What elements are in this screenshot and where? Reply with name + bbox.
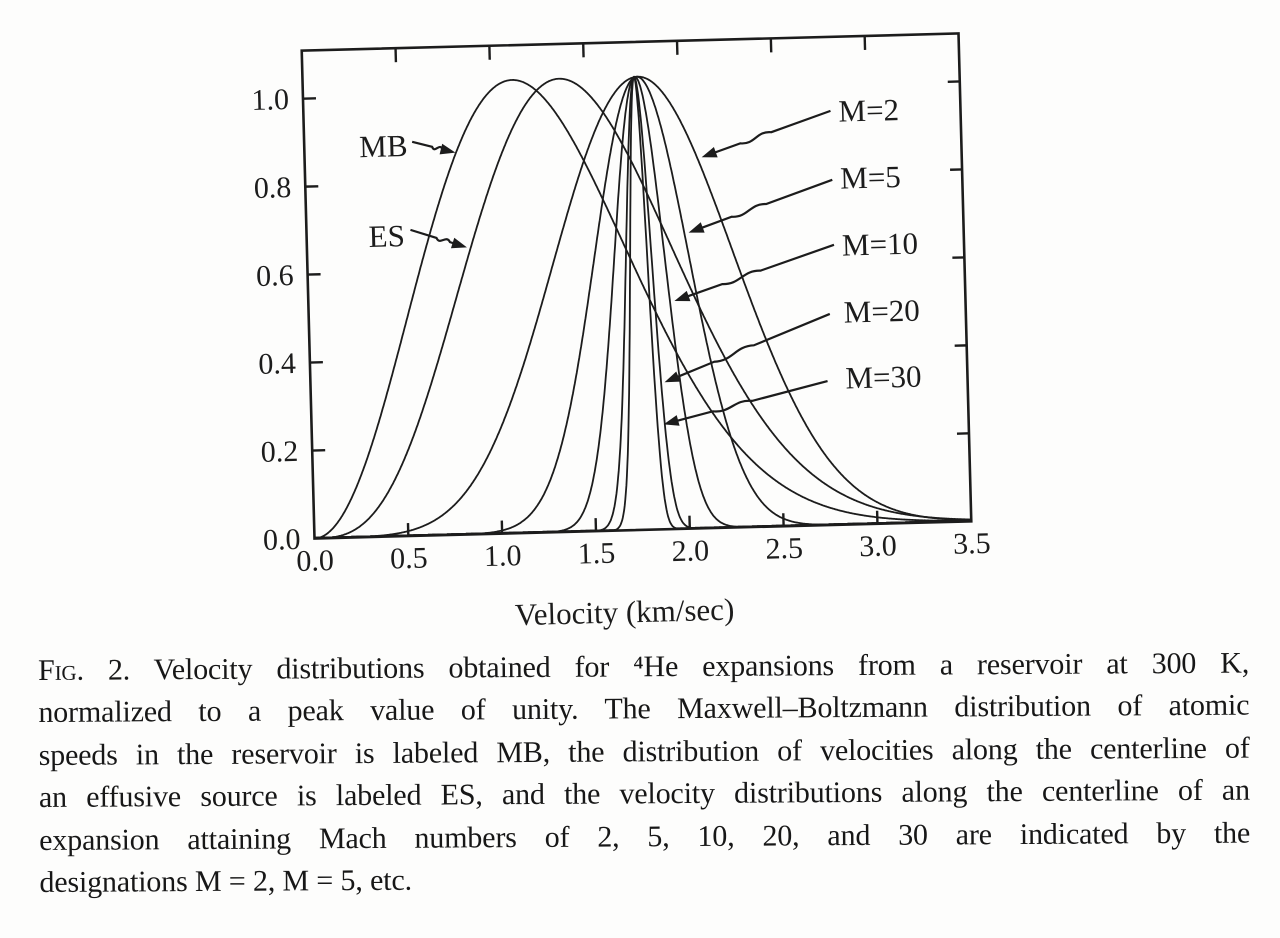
leader-arrow-ES xyxy=(410,228,458,246)
figure-caption: Fig. 2. Velocity distributions obtained … xyxy=(38,643,1251,905)
x-tick-label: 1.0 xyxy=(484,539,522,573)
y-tick-label: 0.4 xyxy=(258,347,296,381)
curve-label-M=10: M=10 xyxy=(842,226,919,263)
leader-arrow-M=10 xyxy=(683,243,835,299)
y-tick-label: 0.2 xyxy=(260,435,298,469)
leader-arrow-M=30 xyxy=(672,379,828,423)
figure-number: Fig. 2. xyxy=(38,653,131,687)
distribution-curves xyxy=(313,75,973,539)
x-axis-title: Velocity (km/sec) xyxy=(514,592,734,633)
curve-label-MB: MB xyxy=(359,128,408,164)
curve-label-ES: ES xyxy=(368,218,405,254)
caption-line-3: speeds in the reservoir is labeled MB, t… xyxy=(38,731,1250,772)
caption-line-4: an effusive source is labeled ES, and th… xyxy=(38,773,1250,815)
arrowhead-M=30 xyxy=(663,415,680,426)
x-tick-label: 3.5 xyxy=(953,527,991,561)
curve-M=2 xyxy=(313,75,973,539)
curve-annotations: MB ES M=2 M=5 M=10 M=20 M=30 xyxy=(359,92,922,426)
y-tick-label: 0.8 xyxy=(253,171,291,205)
arrowhead-M=20 xyxy=(664,371,681,383)
curve-label-M=30: M=30 xyxy=(845,359,922,396)
arrowhead-M=2 xyxy=(701,147,718,158)
leader-arrow-MB xyxy=(411,140,447,152)
x-tick-label: 2.5 xyxy=(765,532,803,566)
caption-line-5: expansion attaining Mach numbers of 2, 5… xyxy=(39,816,1251,857)
caption-line-6: designations M = 2, M = 5, etc. xyxy=(39,863,413,900)
arrowhead-M=10 xyxy=(674,290,691,302)
curve-MB xyxy=(313,79,973,539)
curve-ES xyxy=(313,77,973,539)
leader-arrow-M=5 xyxy=(697,178,833,231)
caption-text-1: Velocity distributions obtained for ⁴He … xyxy=(130,646,1250,687)
y-tick-label: 0.6 xyxy=(256,259,294,293)
x-tick-label: 2.0 xyxy=(671,534,709,568)
y-tick-label: 1.0 xyxy=(251,83,289,117)
x-tick-label: 0.0 xyxy=(296,544,334,578)
arrowhead-ES xyxy=(450,237,467,249)
arrowhead-M=5 xyxy=(688,222,705,233)
curve-label-M=20: M=20 xyxy=(843,293,920,330)
plot-frame xyxy=(300,32,973,540)
curve-label-M=2: M=2 xyxy=(838,92,899,129)
y-tick-label: 0.0 xyxy=(263,523,301,557)
x-tick-label: 3.0 xyxy=(859,529,897,563)
leader-arrow-M=2 xyxy=(710,109,831,155)
curve-label-M=5: M=5 xyxy=(840,159,901,196)
tick-labels: 0.0 0.5 1.0 1.5 2.0 2.5 3.0 3.5 0.0 0.2 0.4 0.6 0.8 1… xyxy=(251,83,991,578)
axis-ticks xyxy=(302,35,970,537)
caption-line-2: normalized to a peak value of unity. The… xyxy=(38,689,1250,730)
arrowhead-MB xyxy=(439,143,456,155)
leader-arrow-M=20 xyxy=(673,312,831,380)
x-tick-label: 1.5 xyxy=(577,537,615,571)
velocity-distribution-chart: 0.0 0.5 1.0 1.5 2.0 2.5 3.0 3.5 0.0 0.2 0.4 0.6 0.8 1… xyxy=(251,32,991,633)
caption-line-1: Fig. 2. Velocity distributions obtained … xyxy=(38,643,1249,693)
figure-plot-area: 0.0 0.5 1.0 1.5 2.0 2.5 3.0 3.5 0.0 0.2 0.4 0.6 0.8 1… xyxy=(251,32,991,633)
x-tick-label: 0.5 xyxy=(390,542,428,576)
curve-M=30 xyxy=(313,75,973,539)
